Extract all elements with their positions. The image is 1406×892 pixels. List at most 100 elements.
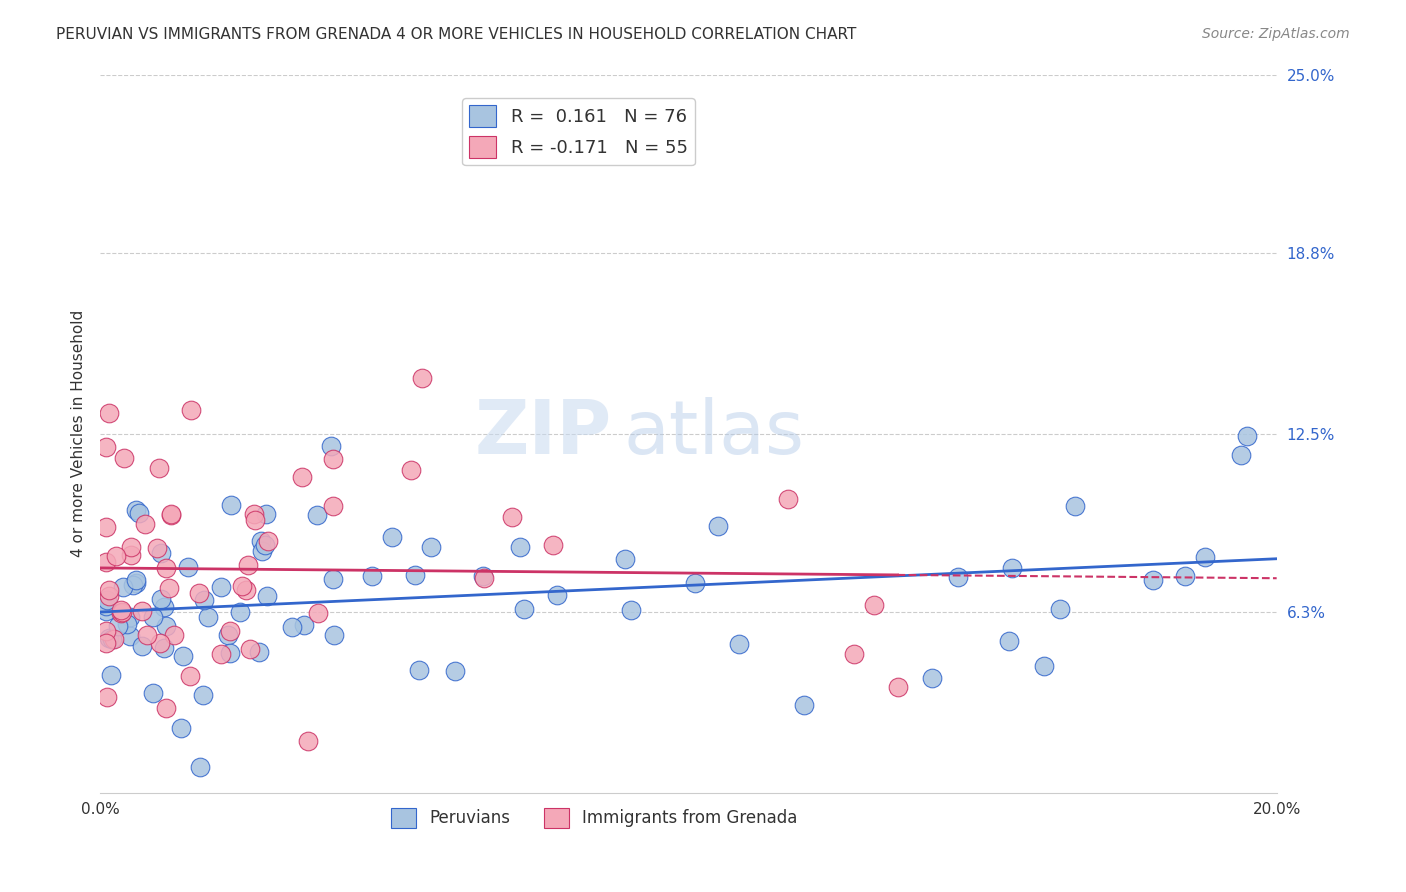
Point xyxy=(541,538,564,552)
Point xyxy=(221,498,243,512)
Point xyxy=(793,698,815,713)
Point xyxy=(613,552,636,566)
Y-axis label: 4 or more Vehicles in Household: 4 or more Vehicles in Household xyxy=(72,310,86,558)
Point xyxy=(946,570,969,584)
Point xyxy=(131,603,153,617)
Point xyxy=(209,580,232,594)
Point xyxy=(243,507,266,521)
Point xyxy=(142,610,165,624)
Point xyxy=(111,606,134,620)
Point xyxy=(101,632,124,647)
Point xyxy=(218,646,240,660)
Point xyxy=(153,599,176,614)
Point xyxy=(229,606,252,620)
Point xyxy=(96,599,118,613)
Point xyxy=(187,586,209,600)
Legend: Peruvians, Immigrants from Grenada: Peruvians, Immigrants from Grenada xyxy=(384,801,804,835)
Point xyxy=(131,639,153,653)
Point xyxy=(128,506,150,520)
Point xyxy=(1049,602,1071,616)
Text: ZIP: ZIP xyxy=(475,397,612,470)
Point xyxy=(110,606,132,620)
Point xyxy=(142,686,165,700)
Point xyxy=(1194,550,1216,565)
Point xyxy=(110,603,132,617)
Point xyxy=(886,680,908,694)
Point xyxy=(501,510,523,524)
Point xyxy=(471,569,494,583)
Point xyxy=(97,631,120,645)
Point xyxy=(1001,561,1024,575)
Point xyxy=(292,618,315,632)
Point xyxy=(134,516,156,531)
Point xyxy=(148,461,170,475)
Point xyxy=(96,690,118,705)
Point xyxy=(94,440,117,454)
Point xyxy=(862,598,884,612)
Point xyxy=(120,629,142,643)
Point xyxy=(235,583,257,598)
Point xyxy=(125,574,148,588)
Point xyxy=(250,533,273,548)
Point xyxy=(399,463,422,477)
Point xyxy=(94,604,117,618)
Point xyxy=(120,549,142,563)
Point xyxy=(1230,448,1253,462)
Point xyxy=(153,641,176,656)
Point xyxy=(1064,499,1087,513)
Point xyxy=(707,518,730,533)
Point xyxy=(157,581,180,595)
Point xyxy=(247,645,270,659)
Point xyxy=(150,592,173,607)
Point xyxy=(411,371,433,385)
Point xyxy=(209,648,232,662)
Point xyxy=(419,541,441,555)
Point xyxy=(245,513,267,527)
Point xyxy=(98,583,121,598)
Point xyxy=(149,546,172,560)
Point xyxy=(120,540,142,554)
Point xyxy=(472,571,495,585)
Point xyxy=(169,721,191,735)
Point xyxy=(193,592,215,607)
Point xyxy=(381,531,404,545)
Point xyxy=(94,520,117,534)
Point xyxy=(97,406,120,420)
Point xyxy=(319,439,342,453)
Point xyxy=(239,642,262,657)
Point xyxy=(155,619,177,633)
Point xyxy=(322,500,344,514)
Point xyxy=(842,647,865,661)
Point xyxy=(1032,658,1054,673)
Point xyxy=(776,491,799,506)
Point xyxy=(160,508,183,523)
Point xyxy=(997,634,1019,648)
Point xyxy=(155,561,177,575)
Point xyxy=(307,508,329,523)
Point xyxy=(160,507,183,521)
Point xyxy=(115,617,138,632)
Point xyxy=(97,589,120,603)
Point xyxy=(180,403,202,417)
Point xyxy=(921,672,943,686)
Point xyxy=(513,601,536,615)
Point xyxy=(218,624,240,639)
Point xyxy=(136,628,159,642)
Point xyxy=(408,663,430,677)
Point xyxy=(146,541,169,555)
Point xyxy=(155,700,177,714)
Point xyxy=(122,578,145,592)
Point xyxy=(96,593,118,607)
Point xyxy=(94,636,117,650)
Point xyxy=(112,450,135,465)
Point xyxy=(124,576,146,591)
Point xyxy=(1174,569,1197,583)
Point xyxy=(238,558,260,573)
Point xyxy=(509,540,531,554)
Point xyxy=(307,606,329,620)
Point xyxy=(217,628,239,642)
Point xyxy=(231,579,253,593)
Point xyxy=(1236,428,1258,442)
Text: Source: ZipAtlas.com: Source: ZipAtlas.com xyxy=(1202,27,1350,41)
Text: atlas: atlas xyxy=(624,397,804,470)
